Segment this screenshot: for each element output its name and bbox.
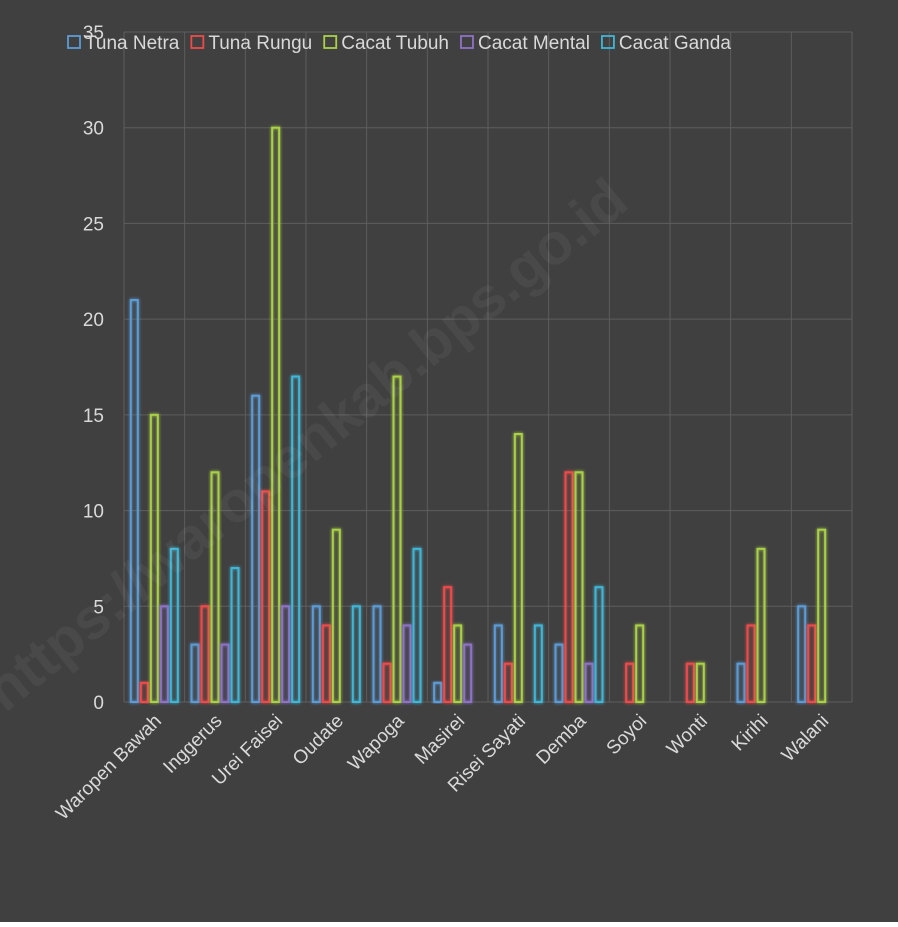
bar bbox=[493, 624, 503, 704]
bar bbox=[402, 624, 412, 704]
bar bbox=[433, 681, 443, 703]
legend-swatch bbox=[323, 35, 338, 49]
y-tick-label: 35 bbox=[83, 23, 104, 44]
bar bbox=[503, 662, 513, 704]
y-tick-label: 30 bbox=[83, 119, 104, 140]
y-tick-label: 25 bbox=[83, 214, 104, 235]
y-tick-label: 0 bbox=[93, 693, 104, 714]
bar bbox=[574, 471, 584, 703]
bar bbox=[625, 662, 635, 704]
bar bbox=[139, 681, 149, 703]
bar bbox=[331, 528, 341, 704]
bar bbox=[746, 624, 756, 704]
bar bbox=[230, 567, 240, 703]
legend-label: Cacat Ganda bbox=[619, 33, 731, 54]
bar bbox=[159, 605, 169, 703]
bar bbox=[321, 624, 331, 704]
bar bbox=[149, 413, 159, 703]
legend-label: Tuna Netra bbox=[85, 33, 180, 54]
y-tick-label: 5 bbox=[93, 597, 104, 618]
bar bbox=[513, 433, 523, 703]
bar bbox=[210, 471, 220, 703]
bar bbox=[584, 662, 594, 704]
bar bbox=[281, 605, 291, 703]
legend-label: Tuna Rungu bbox=[208, 33, 312, 54]
y-tick-label: 10 bbox=[83, 502, 104, 523]
bar bbox=[382, 662, 392, 704]
bar bbox=[685, 662, 695, 704]
bar bbox=[372, 605, 382, 703]
bar bbox=[251, 394, 261, 703]
legend-label: Cacat Mental bbox=[478, 33, 590, 54]
bar bbox=[533, 624, 543, 704]
legend-swatch bbox=[67, 35, 81, 49]
bar bbox=[190, 643, 200, 703]
bar bbox=[200, 605, 210, 703]
bar bbox=[412, 547, 422, 703]
bar bbox=[291, 375, 301, 703]
bars bbox=[129, 126, 827, 704]
bar bbox=[453, 624, 463, 704]
bar bbox=[594, 586, 604, 704]
legend-label: Cacat Tubuh bbox=[341, 33, 449, 54]
bar bbox=[756, 547, 766, 703]
y-tick-label: 15 bbox=[83, 406, 104, 427]
legend-swatch bbox=[460, 35, 474, 49]
bar bbox=[220, 643, 230, 703]
bar bbox=[797, 605, 807, 703]
bar bbox=[392, 375, 402, 703]
bar bbox=[817, 528, 827, 704]
legend-swatch bbox=[601, 35, 615, 49]
bar bbox=[807, 624, 817, 704]
bar bbox=[635, 624, 645, 704]
bar bbox=[695, 662, 705, 704]
bar bbox=[443, 586, 453, 704]
bar bbox=[169, 547, 179, 703]
bar bbox=[463, 643, 473, 703]
bar bbox=[564, 471, 574, 703]
bar bbox=[351, 605, 361, 703]
legend-swatch bbox=[190, 35, 205, 49]
bar bbox=[736, 662, 746, 704]
y-tick-label: 20 bbox=[83, 310, 104, 331]
bar bbox=[271, 126, 281, 703]
bar bbox=[554, 643, 564, 703]
y-axis-ticks: 0 5 10 15 20 25 30 35 bbox=[83, 23, 104, 714]
bar bbox=[311, 605, 321, 703]
bar bbox=[261, 490, 271, 703]
bar bbox=[129, 299, 139, 703]
legend: Tuna Netra Tuna Rungu Cacat Tubuh Cacat Men… bbox=[67, 33, 731, 54]
gridlines bbox=[123, 31, 853, 703]
